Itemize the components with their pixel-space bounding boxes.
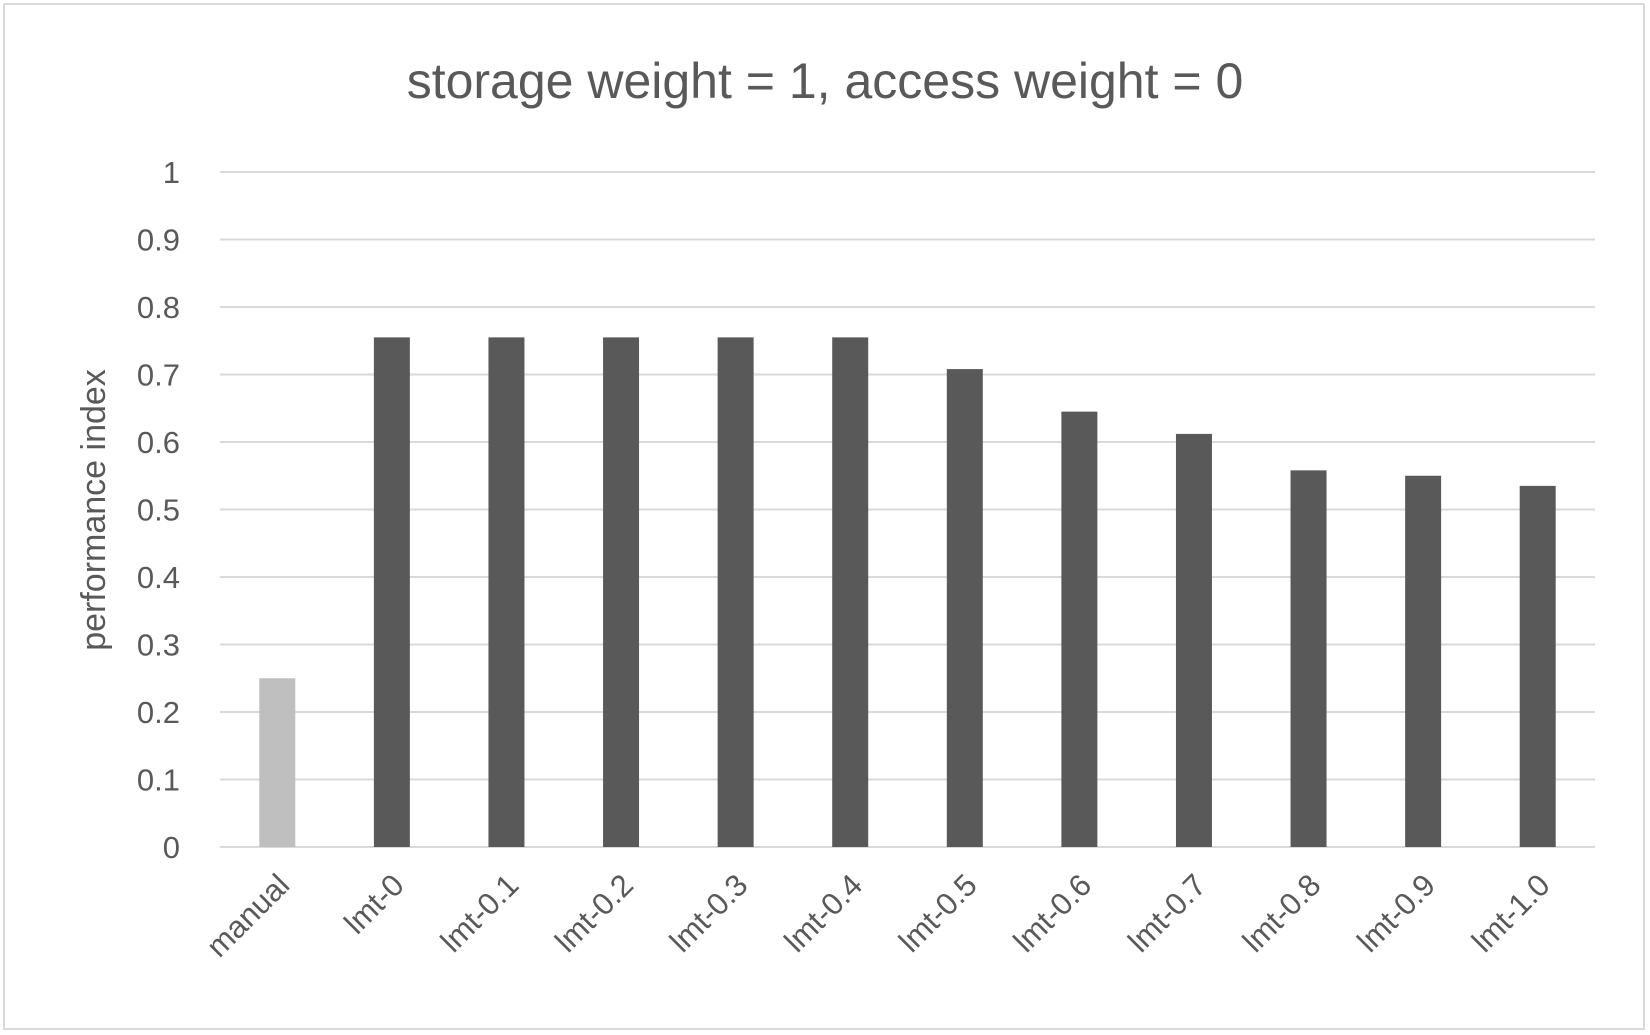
y-tick-label: 1 <box>163 155 180 190</box>
y-tick-label: 0.2 <box>137 695 180 730</box>
bar-lmt-0.6 <box>1061 411 1098 847</box>
x-tick-label: lmt-0.4 <box>777 867 869 959</box>
y-tick-label: 0.6 <box>137 425 180 460</box>
y-tick-label: 0.4 <box>137 560 180 595</box>
bar-lmt-0.9 <box>1405 475 1442 847</box>
chart-title: storage weight = 1, access weight = 0 <box>407 53 1244 109</box>
bar-lmt-0.8 <box>1290 470 1327 847</box>
chart-frame <box>3 3 1645 1030</box>
bar-lmt-0.4 <box>832 337 869 847</box>
y-tick-label: 0.5 <box>137 493 180 528</box>
x-tick-label: lmt-0.8 <box>1236 867 1328 959</box>
bar-lmt-0.5 <box>946 369 983 847</box>
x-tick-label: lmt-0.2 <box>548 867 640 959</box>
y-tick-label: 0.3 <box>137 628 180 663</box>
x-tick-label: lmt-0.1 <box>434 867 526 959</box>
gridlines <box>220 171 1595 848</box>
y-tick-label: 0.8 <box>137 290 180 325</box>
bar-lmt-0.3 <box>717 337 754 847</box>
bar-lmt-0.2 <box>603 337 640 847</box>
x-tick-label: manual <box>200 867 297 964</box>
x-tick-label: lmt-0 <box>337 867 410 940</box>
x-tick-label: lmt-0.7 <box>1121 867 1213 959</box>
bar-lmt-0.7 <box>1175 433 1212 847</box>
y-axis-ticks: 0 0.1 0.2 0.3 0.4 0.5 0.6 0.7 0.8 0.9 1 <box>137 155 180 865</box>
x-tick-label: lmt-0.6 <box>1007 867 1099 959</box>
x-tick-label: lmt-1.0 <box>1465 867 1557 959</box>
x-axis-ticks: manual lmt-0 lmt-0.1 lmt-0.2 lmt-0.3 lmt-0.4 l… <box>200 867 1557 964</box>
x-tick-label: lmt-0.5 <box>892 867 984 959</box>
bar-manual <box>259 678 296 847</box>
x-tick-label: lmt-0.3 <box>663 867 755 959</box>
bar-lmt-0 <box>373 337 410 847</box>
bars <box>259 337 1556 847</box>
y-tick-label: 0.7 <box>137 358 180 393</box>
bar-lmt-1.0 <box>1519 485 1556 847</box>
bar-lmt-0.1 <box>488 337 525 847</box>
y-tick-label: 0 <box>163 830 180 865</box>
y-axis-title: performance index <box>75 369 113 651</box>
y-tick-label: 0.9 <box>137 223 180 258</box>
y-tick-label: 0.1 <box>137 763 180 798</box>
x-tick-label: lmt-0.9 <box>1350 867 1442 959</box>
